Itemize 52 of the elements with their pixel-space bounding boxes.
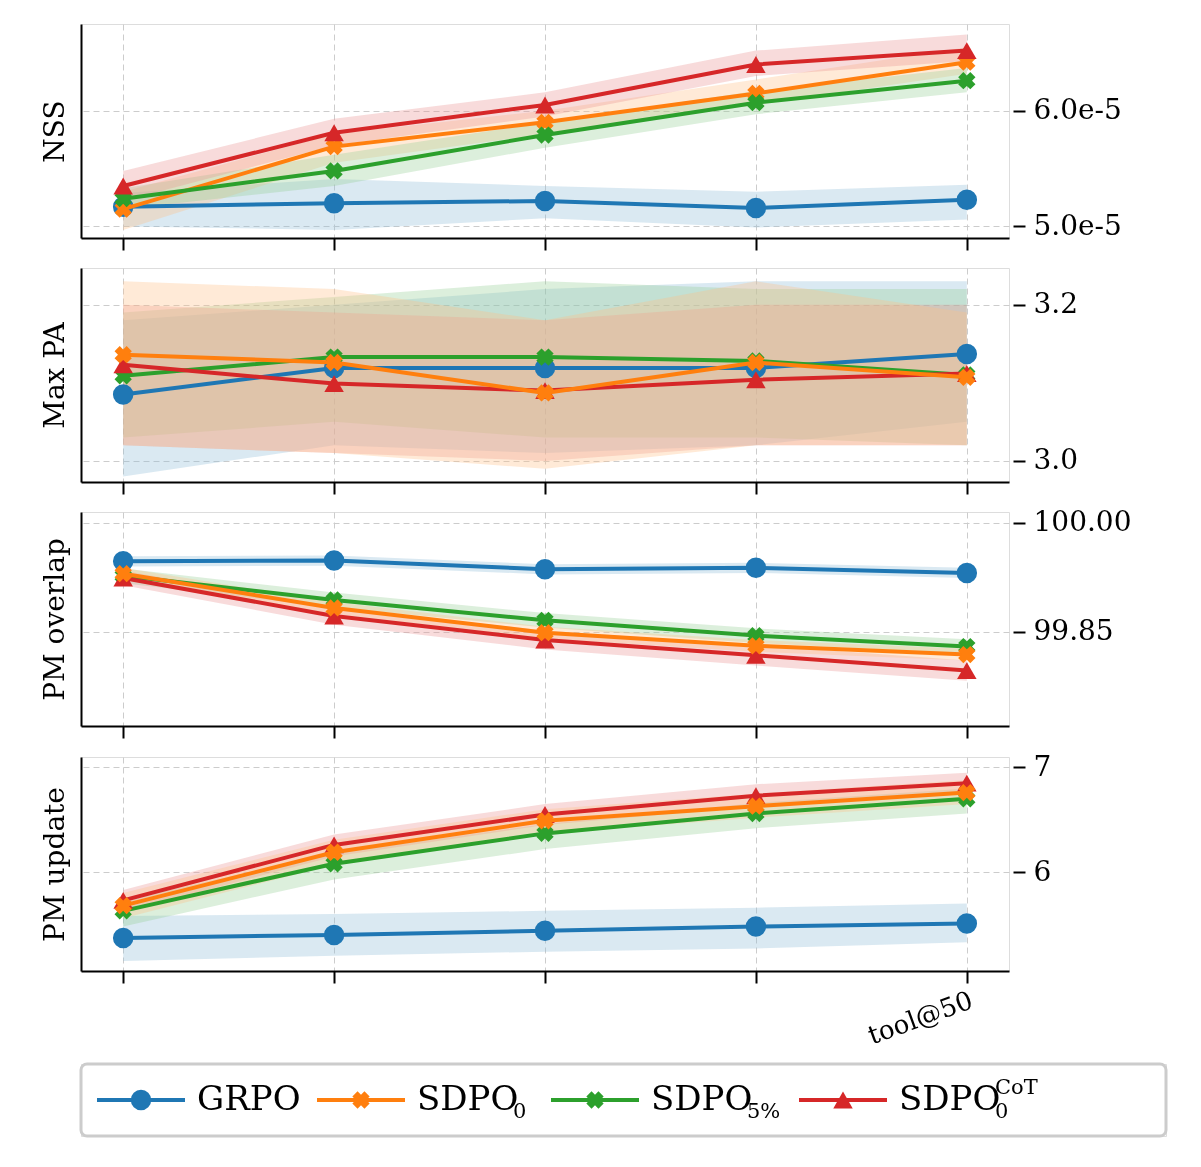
y-axis-title: PM update xyxy=(37,787,71,942)
point xyxy=(114,346,132,364)
y-axis-title: Max PA xyxy=(37,321,71,429)
point xyxy=(535,96,555,114)
point xyxy=(747,797,765,815)
point xyxy=(536,348,554,366)
point xyxy=(323,193,345,214)
point xyxy=(114,896,132,915)
point xyxy=(325,843,343,861)
point xyxy=(745,197,767,219)
point xyxy=(745,557,767,579)
point xyxy=(956,913,978,934)
point xyxy=(324,375,344,393)
point xyxy=(324,124,344,142)
point xyxy=(536,624,554,642)
point xyxy=(746,371,766,389)
point xyxy=(325,353,343,372)
point xyxy=(325,162,343,180)
point xyxy=(746,56,766,73)
point xyxy=(536,812,554,830)
y-tick-label: 99.85 xyxy=(1033,614,1114,648)
point xyxy=(113,177,133,195)
point xyxy=(112,384,134,405)
point xyxy=(958,645,976,664)
point xyxy=(958,72,976,90)
point xyxy=(957,662,977,680)
y-tick-label: 100.00 xyxy=(1033,505,1132,539)
y-tick-label: 7 xyxy=(1033,749,1052,783)
point xyxy=(956,343,978,365)
point xyxy=(745,916,767,937)
y-axis-title: PM overlap xyxy=(37,538,71,701)
point xyxy=(536,126,554,144)
point xyxy=(325,599,343,617)
point xyxy=(957,42,977,60)
point xyxy=(747,94,765,112)
point xyxy=(323,924,345,946)
point xyxy=(534,559,556,580)
y-tick-label: 6.0e-5 xyxy=(1033,93,1122,127)
point xyxy=(534,190,556,212)
y-tick-label: 3.0 xyxy=(1033,443,1079,477)
y-tick-label: 6 xyxy=(1033,854,1052,888)
point xyxy=(958,783,976,802)
y-tick-label: 3.2 xyxy=(1033,287,1079,321)
point xyxy=(956,562,978,584)
point xyxy=(323,550,345,571)
legend-label: GRPO xyxy=(197,1078,301,1118)
point xyxy=(956,189,978,211)
y-tick-label: 5.0e-5 xyxy=(1033,208,1122,242)
point xyxy=(112,927,134,949)
point xyxy=(747,637,765,655)
point xyxy=(534,920,556,941)
y-axis-title: NSS xyxy=(37,100,71,163)
